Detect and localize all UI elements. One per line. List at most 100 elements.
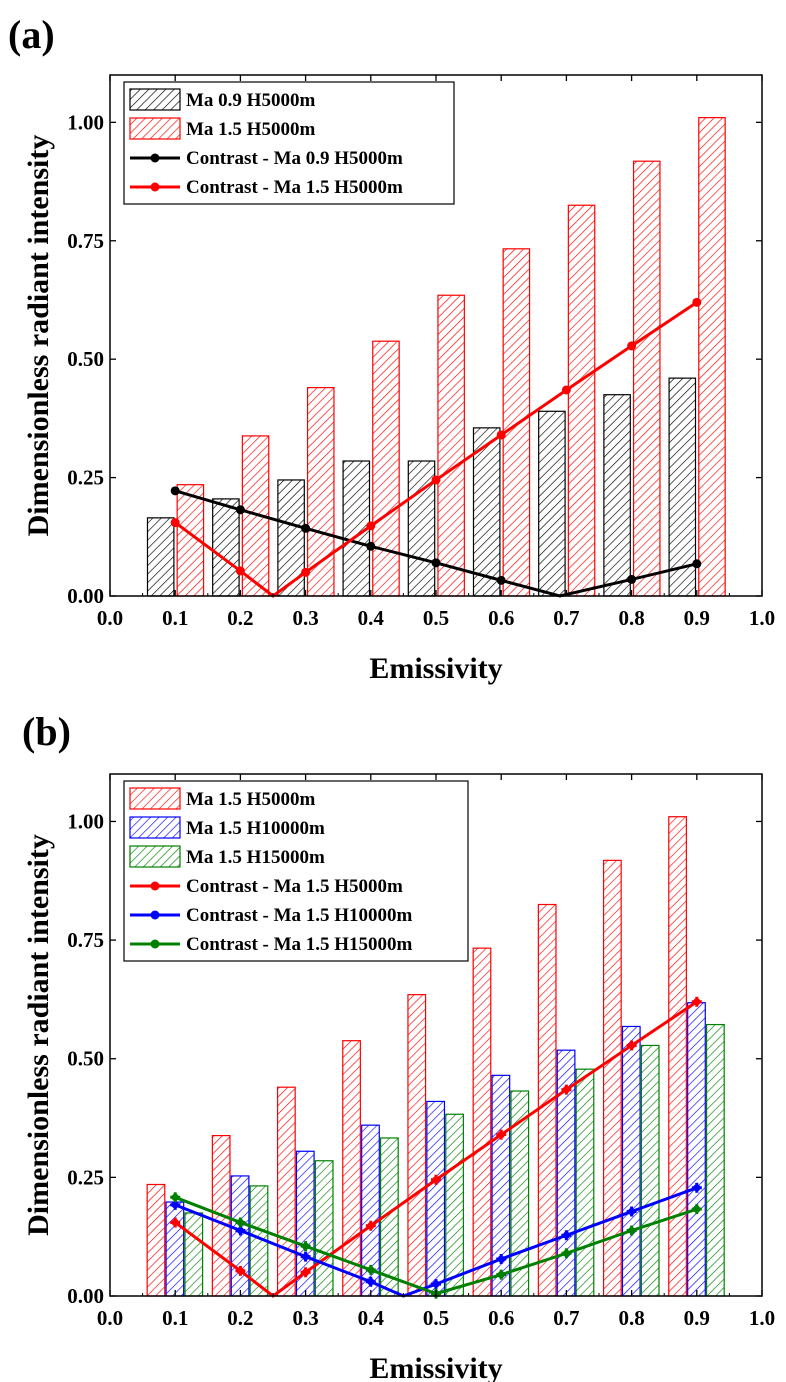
data-point	[171, 1218, 179, 1227]
data-point	[693, 1205, 701, 1213]
x-tick-label: 1.0	[749, 606, 775, 630]
x-tick-label: 0.6	[488, 606, 514, 630]
legend-label: Contrast - Ma 0.9 H5000m	[186, 148, 403, 169]
data-point	[366, 521, 376, 531]
bar	[342, 1040, 361, 1297]
legend-entry: Contrast - Ma 1.5 H10000m	[130, 905, 413, 926]
x-axis-label: Emissivity	[369, 652, 502, 685]
bar	[445, 1113, 464, 1297]
legend-label: Ma 1.5 H10000m	[186, 818, 325, 839]
y-tick-label: 1.00	[67, 110, 104, 134]
legend-entry: Contrast - Ma 1.5 H5000m	[130, 177, 403, 198]
bar	[567, 204, 596, 597]
line-series-1	[170, 297, 702, 598]
x-tick-label: 0.7	[553, 1306, 579, 1330]
data-point	[628, 1207, 636, 1216]
legend-label: Ma 1.5 H15000m	[186, 847, 325, 868]
legend-label: Contrast - Ma 1.5 H5000m	[186, 876, 403, 897]
bar	[687, 1002, 706, 1297]
x-tick-label: 0.2	[227, 1306, 253, 1330]
bar	[502, 248, 531, 597]
bar	[372, 340, 400, 597]
data-point	[692, 559, 702, 569]
data-point	[301, 567, 311, 577]
bar	[472, 947, 492, 1297]
bar	[668, 816, 687, 1297]
x-tick-label: 0.0	[97, 1306, 123, 1330]
x-tick-label: 0.1	[162, 1306, 188, 1330]
bar	[668, 377, 697, 597]
legend-entry: Ma 1.5 H5000m	[129, 787, 315, 810]
data-point	[432, 1280, 440, 1288]
y-tick-label: 0.50	[67, 1047, 104, 1071]
x-tick-label: 0.3	[292, 606, 318, 630]
bar	[426, 1100, 446, 1297]
data-point	[431, 558, 441, 568]
x-tick-label: 0.3	[292, 1306, 318, 1330]
bar	[146, 517, 175, 597]
data-point	[367, 1278, 375, 1286]
legend-swatch	[129, 787, 181, 810]
data-point	[235, 505, 245, 515]
data-point	[235, 566, 245, 576]
y-tick-label: 0.00	[67, 584, 104, 608]
legend-swatch	[129, 117, 181, 140]
panel-label: (b)	[22, 709, 71, 754]
legend-marker	[150, 910, 160, 920]
legend: Ma 0.9 H5000m Ma 1.5 H5000m Contrast - Ma …	[123, 81, 455, 205]
data-point	[562, 1249, 571, 1257]
bar	[603, 394, 631, 597]
line-series-0	[170, 996, 702, 1298]
panel-a: (a) 0.0 0.1 0.2 0.3 0.4 0.5 0.6 0.7 0.8 0.9 1.0 0.00…	[8, 12, 775, 685]
legend-entry: Ma 1.5 H5000m	[129, 117, 315, 140]
data-point	[171, 1201, 179, 1209]
data-point	[170, 486, 180, 496]
y-tick-label: 0.00	[67, 1284, 104, 1308]
x-tick-label: 0.9	[684, 1306, 710, 1330]
series-line	[174, 301, 698, 598]
x-tick-label: 0.4	[358, 606, 385, 630]
data-point	[367, 1222, 375, 1230]
legend-marker	[150, 182, 160, 192]
x-tick-label: 0.7	[553, 606, 579, 630]
bar	[640, 1044, 660, 1297]
bar	[276, 1086, 296, 1297]
data-point	[302, 1268, 310, 1276]
data-point	[497, 1271, 505, 1279]
data-point	[432, 1176, 440, 1184]
x-tick-label: 0.8	[618, 606, 644, 630]
legend-entry: Contrast - Ma 1.5 H5000m	[130, 876, 403, 897]
bar	[146, 1183, 166, 1297]
legend-entry: Ma 1.5 H10000m	[129, 816, 325, 839]
bar	[407, 460, 436, 597]
line-series-0	[170, 486, 702, 598]
bar	[184, 1212, 204, 1297]
legend: Ma 1.5 H5000m Ma 1.5 H10000m Ma 1.5 H15000…	[123, 780, 469, 962]
bar-series-2	[184, 1023, 725, 1297]
bar	[230, 1175, 250, 1297]
bar	[314, 1160, 334, 1297]
bar-series-1	[176, 117, 726, 597]
x-tick-label: 0.4	[358, 1306, 385, 1330]
x-tick-label: 0.9	[684, 606, 710, 630]
bar-series-1	[165, 1002, 706, 1297]
data-point	[236, 1267, 244, 1275]
legend-label: Ma 1.5 H5000m	[186, 119, 315, 140]
panel-label: (a)	[8, 12, 55, 57]
legend-label: Ma 1.5 H5000m	[186, 789, 315, 810]
data-point	[170, 518, 180, 528]
legend-marker	[150, 153, 160, 163]
y-tick-label: 0.50	[67, 347, 104, 371]
line-series-2	[170, 1192, 702, 1299]
bar	[407, 994, 427, 1297]
bar	[621, 1025, 641, 1297]
y-tick-label: 0.75	[67, 229, 104, 253]
legend-swatch	[129, 845, 181, 868]
x-tick-label: 0.0	[97, 606, 123, 630]
data-point	[367, 1266, 375, 1274]
bar	[306, 387, 335, 597]
legend-marker	[150, 881, 160, 891]
legend-entry: Ma 1.5 H15000m	[129, 845, 325, 868]
legend-label: Ma 0.9 H5000m	[186, 90, 315, 111]
